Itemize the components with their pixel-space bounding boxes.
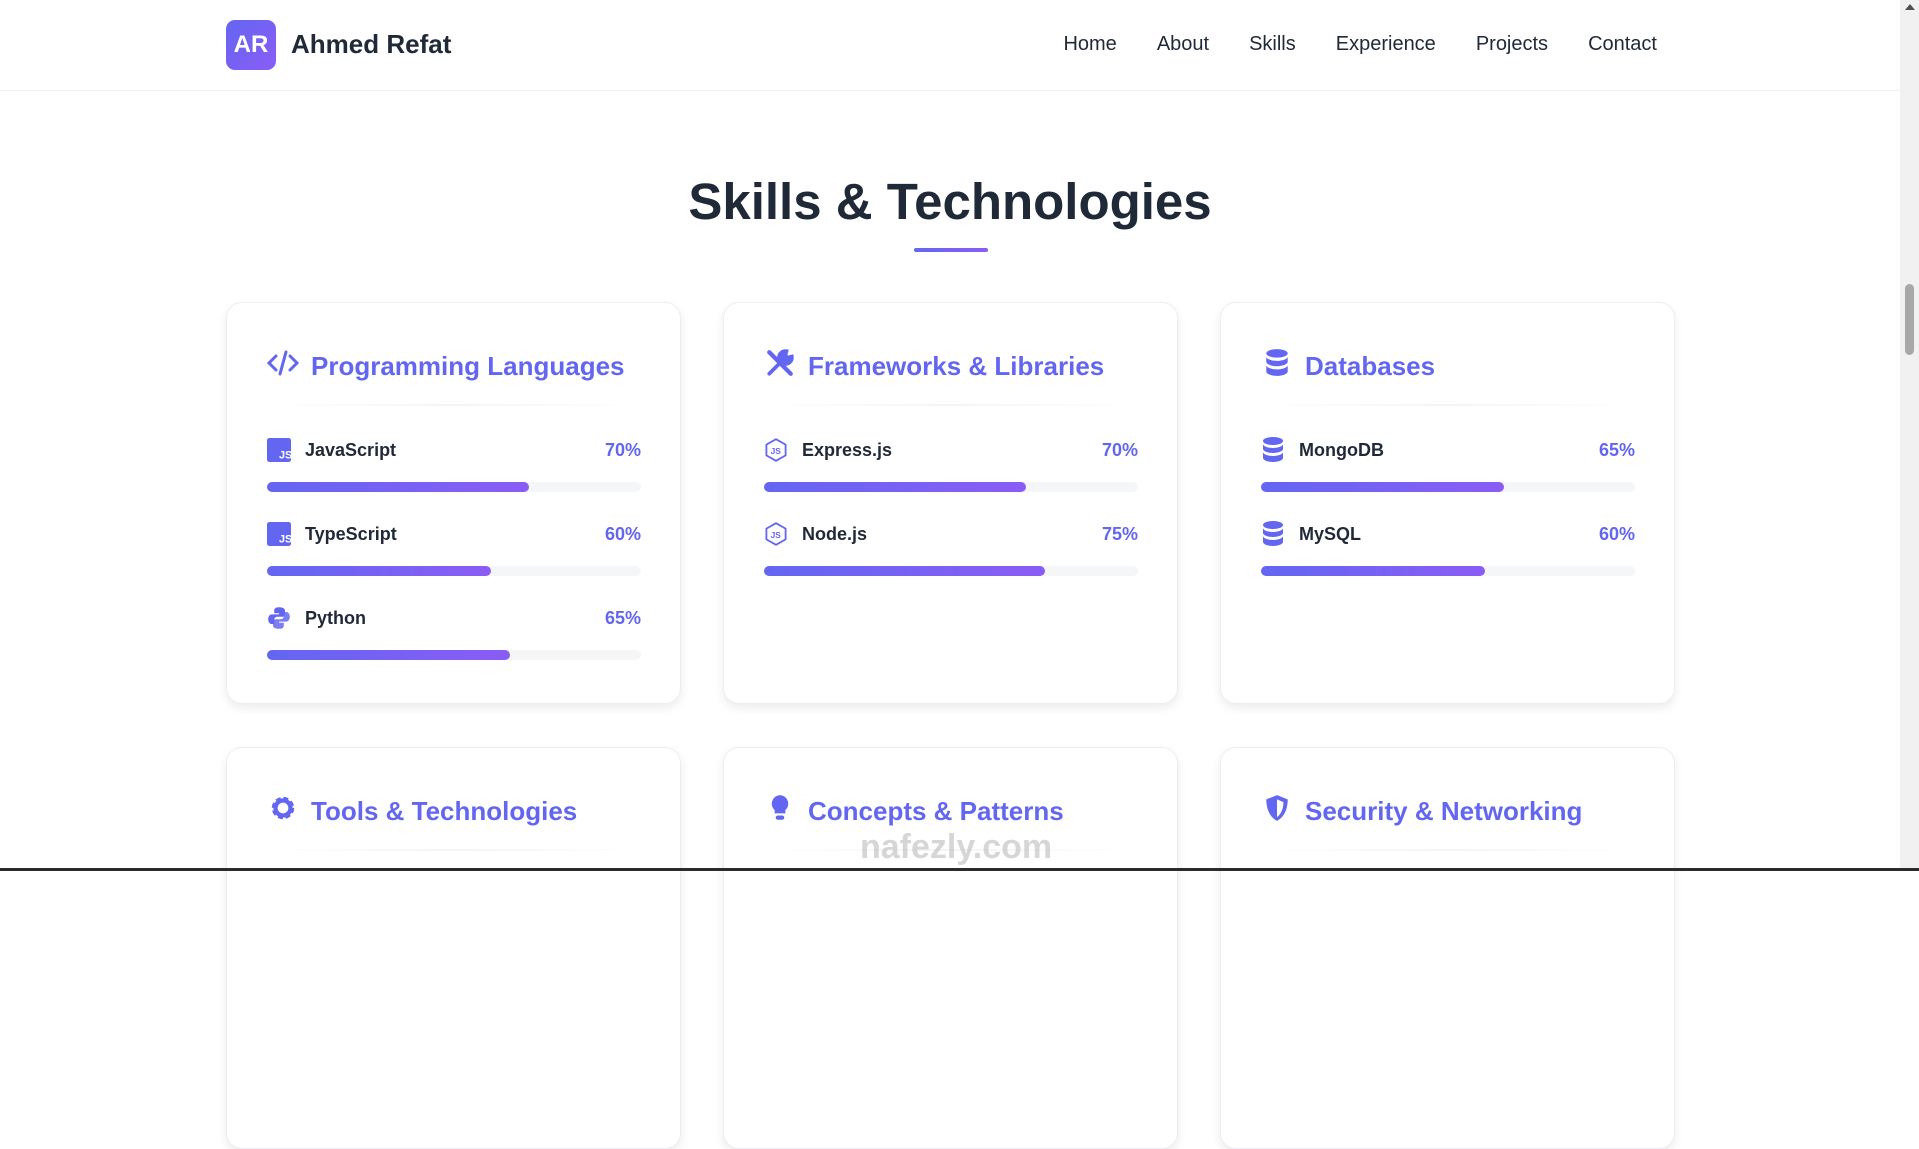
bottom-edge — [0, 868, 1919, 871]
card-title-text: Frameworks & Libraries — [808, 351, 1105, 381]
scroll-up-arrow-icon[interactable] — [1905, 4, 1915, 10]
python-icon — [267, 606, 291, 630]
section-title: Skills & Technologies — [688, 173, 1212, 230]
tools-icon — [764, 348, 796, 385]
card-title-text: Concepts & Patterns — [808, 796, 1064, 826]
nav-contact[interactable]: Contact — [1588, 33, 1657, 55]
progress-bar — [267, 566, 641, 576]
navbar: AR Ahmed Refat Home About Skills Experie… — [0, 0, 1900, 91]
brand-name[interactable]: Ahmed Refat — [291, 29, 452, 59]
progress-fill — [1261, 566, 1486, 576]
skill-card: Databases MongoDB 65% MySQL 60% — [1220, 302, 1675, 704]
skill-item: JS TypeScript 60% — [267, 522, 641, 582]
progress-fill — [267, 650, 511, 660]
skill-card: Security & Networking — [1220, 747, 1675, 1149]
progress-bar — [1261, 482, 1635, 492]
card-title: Databases — [1261, 348, 1435, 385]
scrollbar[interactable] — [1900, 0, 1919, 869]
divider — [764, 849, 1137, 851]
skill-item: MySQL 60% — [1261, 521, 1635, 582]
gear-icon — [267, 793, 299, 830]
skill-item: JS Express.js 70% — [764, 438, 1138, 498]
database-icon — [1261, 348, 1293, 385]
card-title: Security & Networking — [1261, 793, 1582, 830]
skill-percent: 70% — [604, 440, 641, 460]
svg-text:JS: JS — [771, 446, 782, 456]
nav-links: Home About Skills Experience Projects Co… — [1063, 33, 1657, 56]
skill-item: JS Node.js 75% — [764, 522, 1138, 582]
card-title-text: Databases — [1305, 351, 1436, 381]
skill-card: Concepts & Patterns — [723, 747, 1178, 1149]
skill-percent: 65% — [1598, 440, 1635, 460]
nodejs-icon: JS — [764, 438, 788, 462]
card-title-text: Programming Languages — [311, 351, 625, 381]
card-title: Tools & Technologies — [267, 793, 577, 830]
skill-item: JS JavaScript 70% — [267, 438, 641, 498]
skill-name: TypeScript — [305, 523, 397, 544]
card-title: Concepts & Patterns — [764, 793, 1064, 830]
nav-skills[interactable]: Skills — [1249, 33, 1296, 55]
skill-percent: 75% — [1101, 524, 1138, 544]
progress-fill — [764, 482, 1026, 492]
card-title-text: Tools & Technologies — [311, 796, 578, 826]
skill-item: Python 65% — [267, 606, 641, 666]
divider — [267, 849, 640, 851]
lightbulb-icon — [764, 793, 796, 830]
progress-fill — [764, 566, 1045, 576]
skill-item: MongoDB 65% — [1261, 437, 1635, 498]
database-icon — [1261, 437, 1285, 462]
skill-percent: 60% — [1598, 524, 1635, 544]
divider — [1261, 404, 1634, 406]
card-title: Frameworks & Libraries — [764, 348, 1104, 385]
progress-bar — [764, 482, 1138, 492]
card-title-text: Security & Networking — [1305, 796, 1583, 826]
svg-text:JS: JS — [771, 530, 782, 540]
skill-card: Tools & Technologies — [226, 747, 681, 1149]
skill-percent: 60% — [604, 524, 641, 544]
card-title: Programming Languages — [266, 348, 625, 385]
progress-fill — [267, 566, 492, 576]
progress-bar — [267, 482, 641, 492]
code-icon — [266, 348, 300, 385]
skill-name: Python — [305, 607, 366, 628]
skill-card: Frameworks & Libraries JS Express.js 70% … — [723, 302, 1178, 704]
skill-name: MongoDB — [1299, 439, 1384, 460]
shield-icon — [1261, 793, 1293, 830]
skill-name: JavaScript — [305, 439, 397, 460]
logo[interactable]: AR — [226, 20, 276, 70]
skill-name: Express.js — [802, 439, 893, 460]
progress-bar — [267, 650, 641, 660]
svg-text:JS: JS — [279, 449, 291, 461]
nav-projects[interactable]: Projects — [1475, 33, 1549, 55]
scrollbar-thumb[interactable] — [1905, 284, 1914, 355]
nav-home[interactable]: Home — [1063, 33, 1117, 55]
js-icon: JS — [267, 438, 291, 462]
nodejs-icon: JS — [764, 522, 788, 546]
skill-percent: 65% — [604, 608, 641, 628]
nav-about[interactable]: About — [1156, 33, 1210, 55]
skill-name: Node.js — [802, 523, 868, 544]
database-icon — [1261, 521, 1285, 546]
progress-bar — [764, 566, 1138, 576]
skill-percent: 70% — [1101, 440, 1138, 460]
nav-experience[interactable]: Experience — [1335, 33, 1436, 55]
divider — [1261, 849, 1634, 851]
svg-text:JS: JS — [279, 533, 291, 545]
progress-fill — [1261, 482, 1505, 492]
progress-bar — [1261, 566, 1635, 576]
title-underline — [914, 248, 988, 252]
skill-name: MySQL — [1299, 523, 1362, 544]
progress-fill — [267, 482, 529, 492]
divider — [764, 404, 1137, 406]
js-icon: JS — [267, 522, 291, 546]
skill-card: Programming Languages JS JavaScript 70% J… — [226, 302, 681, 704]
divider — [267, 404, 640, 406]
